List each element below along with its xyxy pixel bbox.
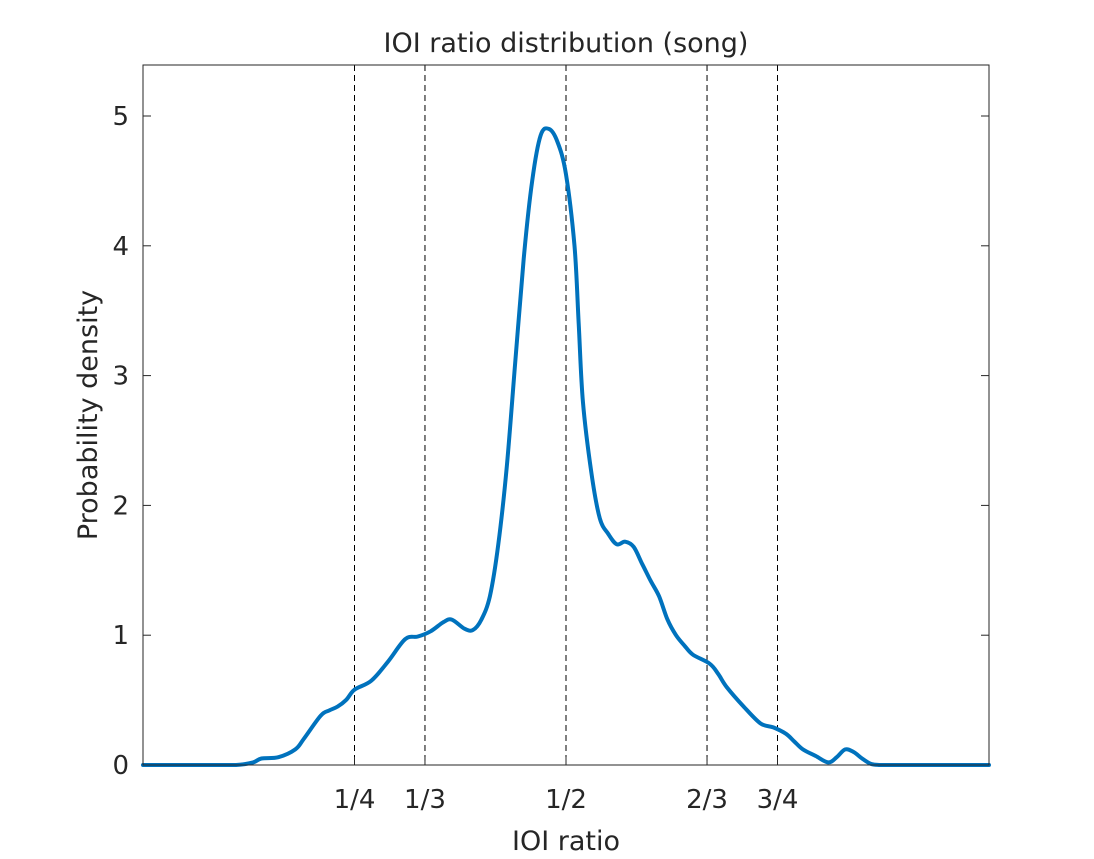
y-tick-label: 1 [112, 621, 129, 651]
x-axis-label: IOI ratio [512, 826, 620, 857]
y-tick-label: 3 [112, 362, 129, 392]
reference-lines [354, 65, 778, 765]
plot-area-border [142, 64, 990, 766]
x-tick-label: 1/3 [404, 785, 446, 815]
y-axis-label: Probability density [73, 290, 104, 540]
chart-title: IOI ratio distribution (song) [384, 28, 749, 59]
y-tick-label: 0 [112, 751, 129, 781]
series-line [141, 126, 991, 768]
x-tick-label: 2/3 [686, 785, 728, 815]
y-tick-label: 2 [112, 491, 129, 521]
y-tick-label: 5 [112, 102, 129, 132]
x-axis-ticks: 1/4 1/3 1/2 2/3 3/4 [334, 757, 799, 815]
y-tick-label: 4 [112, 232, 129, 262]
y-axis-ticks: 0 1 2 3 4 5 [112, 102, 989, 781]
x-tick-label: 3/4 [757, 785, 799, 815]
x-tick-label: 1/2 [545, 785, 587, 815]
x-tick-label: 1/4 [334, 785, 376, 815]
